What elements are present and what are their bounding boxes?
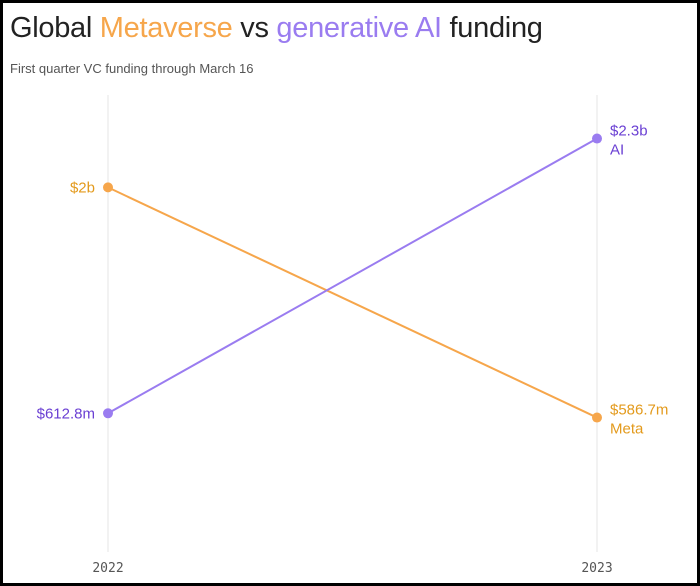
title-middle: vs <box>232 12 277 44</box>
title-prefix: Global <box>10 12 100 44</box>
chart-title: Global Metaverse vs generative AI fundin… <box>10 10 543 46</box>
title-metaverse-word: Metaverse <box>99 12 233 44</box>
data-label-meta-2023: $586.7m <box>610 402 668 419</box>
data-label-ai-2022: $612.8m <box>37 405 95 422</box>
data-label-ai-2023: $2.3b <box>610 123 648 140</box>
point-ai-2022 <box>103 408 113 419</box>
x-tick-label-2023: 2023 <box>581 561 612 576</box>
data-label-meta-2022: $2b <box>70 179 95 196</box>
series-name-label-ai: AI <box>610 142 624 159</box>
chart-subtitle: First quarter VC funding through March 1… <box>10 61 254 76</box>
series-line-ai <box>107 137 598 415</box>
point-meta-2023 <box>592 412 602 423</box>
title-ai-word: generative AI <box>276 12 442 44</box>
series-line-meta <box>107 186 598 419</box>
x-tick-label-2022: 2022 <box>92 561 123 576</box>
point-meta-2022 <box>103 182 113 193</box>
point-ai-2023 <box>592 133 602 144</box>
title-suffix: funding <box>441 12 543 44</box>
series-name-label-meta: Meta <box>610 421 644 438</box>
